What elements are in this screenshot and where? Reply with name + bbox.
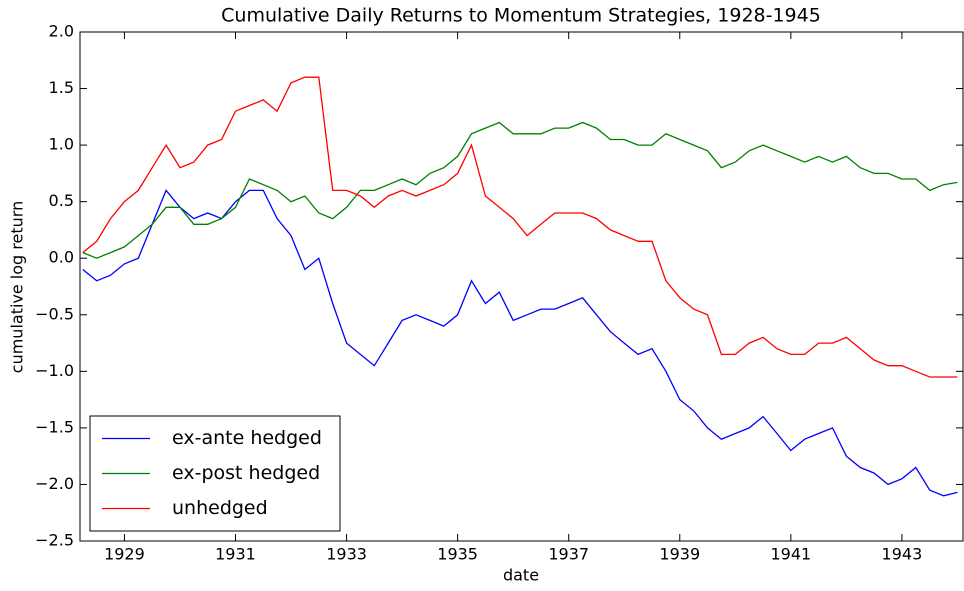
y-tick-label: −0.5 <box>35 304 74 323</box>
chart-title: Cumulative Daily Returns to Momentum Str… <box>221 5 821 27</box>
y-tick-label: 1.0 <box>49 135 74 154</box>
plot-frame <box>79 31 964 542</box>
series-line <box>82 121 958 259</box>
legend-label: unhedged <box>172 497 268 519</box>
x-tick-label: 1941 <box>770 545 811 564</box>
y-tick-label: 1.5 <box>49 78 74 97</box>
x-tick-label: 1931 <box>215 545 256 564</box>
y-tick-label: −2.5 <box>35 531 74 550</box>
y-tick-label: 2.0 <box>49 22 74 41</box>
x-tick-label: 1933 <box>326 545 367 564</box>
legend-label: ex-ante hedged <box>172 427 322 449</box>
y-tick-label: 0.5 <box>49 191 74 210</box>
series-line <box>82 76 958 378</box>
y-axis-label: cumulative log return <box>8 201 27 373</box>
y-tick-label: −1.5 <box>35 417 74 436</box>
x-tick-label: 1937 <box>548 545 589 564</box>
y-tick-label: −1.0 <box>35 361 74 380</box>
x-tick-label: 1939 <box>659 545 700 564</box>
x-tick-label: 1943 <box>882 545 923 564</box>
legend-label: ex-post hedged <box>172 462 320 484</box>
x-tick-label: 1935 <box>437 545 478 564</box>
y-tick-label: −2.0 <box>35 474 74 493</box>
y-tick-label: 0.0 <box>49 248 74 267</box>
x-tick-label: 1929 <box>104 545 145 564</box>
x-axis-label: date <box>503 566 539 585</box>
series-line <box>82 189 958 497</box>
